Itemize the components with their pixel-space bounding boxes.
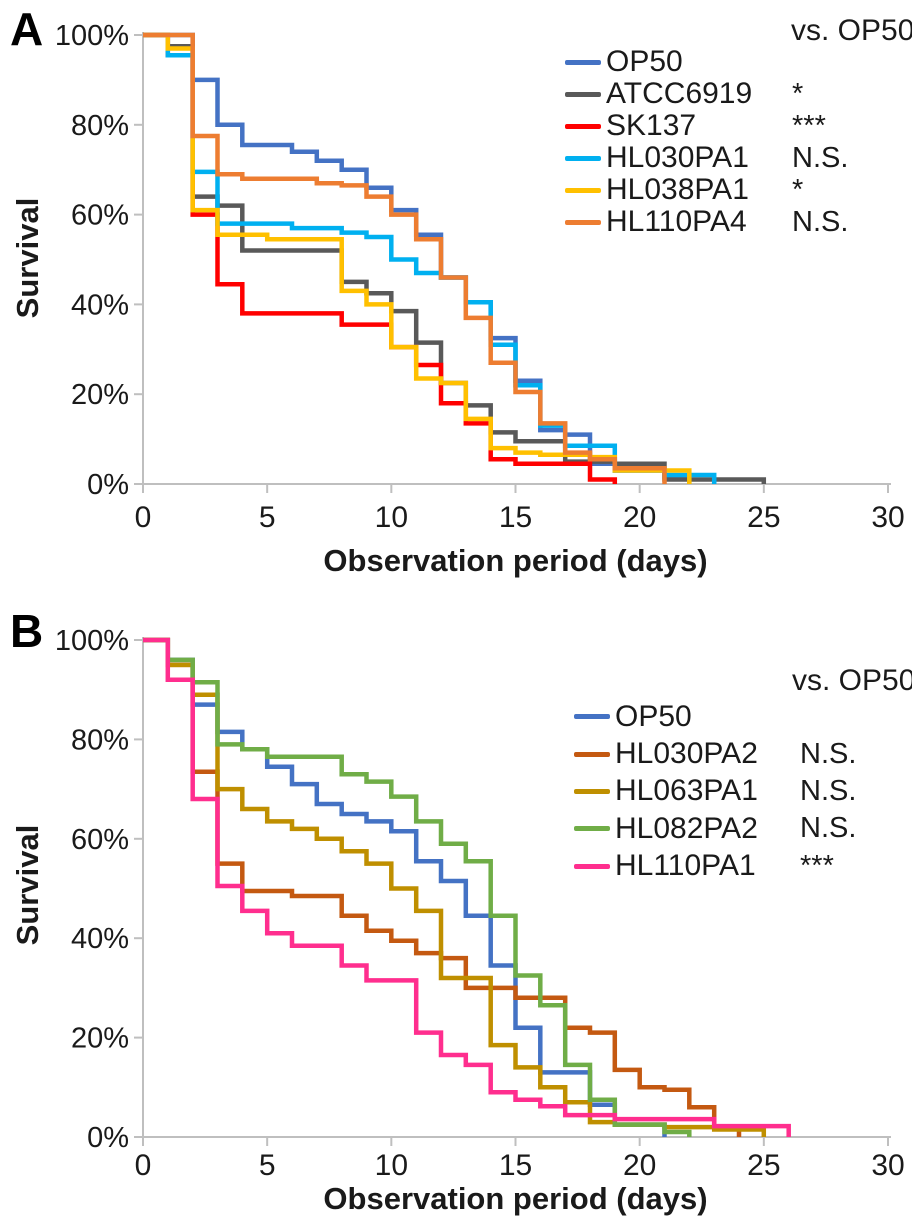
panel-b-x-tick-label: 15 bbox=[499, 1149, 532, 1182]
panel-b-series-line-OP50 bbox=[143, 637, 667, 1137]
panel-a-y-tick-label: 40% bbox=[71, 289, 129, 321]
panel-a-legend-item-HL038PA1: HL038PA1 * bbox=[565, 173, 803, 206]
panel-b-x-tick-label: 5 bbox=[259, 1149, 276, 1182]
panel-a-legend-label: HL030PA1 bbox=[606, 141, 749, 174]
panel-b-x-tick-label: 0 bbox=[135, 1149, 152, 1182]
panel-b-significance-label: N.S. bbox=[800, 812, 857, 845]
panel-a-legend-item-HL110PA4: HL110PA4 N.S. bbox=[565, 205, 848, 238]
panel-a-legend-swatch-HL038PA1 bbox=[565, 187, 601, 193]
panel-a-legend-swatch-SK137 bbox=[565, 123, 601, 129]
panel-a-x-tick-label: 20 bbox=[623, 501, 656, 534]
panel-b-y-tick-label: 20% bbox=[71, 1023, 129, 1055]
panel-b-legend-label: OP50 bbox=[615, 699, 692, 733]
panel-a-legend-item-OP50: OP50 bbox=[565, 45, 752, 78]
panel-a-significance-label: N.S. bbox=[792, 205, 849, 238]
panel-a-significance-label: * bbox=[792, 173, 804, 206]
panel-b-y-tick-label: 100% bbox=[55, 625, 129, 657]
panel-b-legend-swatch-HL063PA1 bbox=[574, 788, 610, 794]
panel-b-x-tick-label: 30 bbox=[871, 1149, 904, 1182]
panel-a-legend: OP50 ATCC6919 * SK137 *** HL030PA1 N.S. HL038PA… bbox=[565, 45, 848, 238]
panel-a-x-tick-label: 10 bbox=[375, 501, 408, 534]
panel-b-series-line-HL110PA1 bbox=[143, 637, 791, 1137]
panel-b-series-line-HL082PA2 bbox=[143, 637, 692, 1137]
panel-a-legend-label: OP50 bbox=[606, 45, 683, 78]
panel-a-legend-header: vs. OP50 bbox=[791, 14, 912, 47]
panel-a-legend-label: ATCC6919 bbox=[606, 77, 753, 110]
panel-a-y-tick-label: 100% bbox=[55, 20, 129, 52]
panel-b-legend-label: HL110PA1 bbox=[615, 849, 756, 883]
panel-a-y-tick-label: 80% bbox=[71, 110, 129, 142]
panel-b-x-tick-label: 10 bbox=[375, 1149, 408, 1182]
panel-b-legend-item-HL082PA2: HL082PA2 N.S. bbox=[574, 810, 856, 847]
panel-b-legend-swatch-HL030PA2 bbox=[574, 751, 610, 757]
panel-b-legend-item-OP50: OP50 bbox=[574, 698, 758, 735]
panel-a-x-tick-label: 15 bbox=[499, 501, 532, 534]
panel-a-significance-label: *** bbox=[792, 109, 826, 142]
panel-a-legend-item-HL030PA1: HL030PA1 N.S. bbox=[565, 141, 848, 174]
panel-b-legend-swatch-HL110PA1 bbox=[574, 863, 610, 869]
panel-a-legend-swatch-HL030PA1 bbox=[565, 155, 601, 161]
panel-a-legend-swatch-OP50 bbox=[565, 59, 601, 65]
panel-a-x-tick-label: 0 bbox=[135, 501, 152, 534]
panel-b-x-tick-label: 25 bbox=[747, 1149, 780, 1182]
panel-b-legend-item-HL110PA1: HL110PA1 *** bbox=[574, 848, 834, 885]
panel-b-legend-swatch-HL082PA2 bbox=[574, 826, 610, 832]
panel-a-series-line-HL110PA4 bbox=[143, 32, 667, 484]
panel-a-legend-swatch-HL110PA4 bbox=[565, 219, 601, 225]
panel-a-x-tick-label: 25 bbox=[747, 501, 780, 534]
panel-b-legend-swatch-OP50 bbox=[574, 714, 610, 720]
panel-a-legend-label: HL038PA1 bbox=[606, 173, 749, 206]
panel-a-legend-label: HL110PA4 bbox=[606, 205, 747, 238]
panel-b-y-tick-label: 80% bbox=[71, 724, 129, 756]
panel-a-letter: A bbox=[10, 3, 44, 55]
panel-a-legend-item-ATCC6919: ATCC6919 * bbox=[565, 77, 803, 110]
panel-a-y-tick-label: 60% bbox=[71, 200, 129, 232]
panel-b-legend-header: vs. OP50 bbox=[792, 664, 912, 697]
panel-b-y-tick-label: 60% bbox=[71, 824, 129, 856]
panel-a-x-tick-label: 30 bbox=[871, 501, 904, 534]
panel-b-x-tick-label: 20 bbox=[623, 1149, 656, 1182]
panel-a-series-line-SK137 bbox=[143, 32, 618, 484]
panel-b-y-tick-label: 40% bbox=[71, 923, 129, 955]
panel-a-legend-label: SK137 bbox=[606, 109, 697, 142]
panel-b-legend-label: HL063PA1 bbox=[615, 774, 758, 808]
panel-b-significance-label: N.S. bbox=[800, 737, 857, 770]
panel-a-legend-swatch-ATCC6919 bbox=[565, 91, 601, 97]
panel-a-x-tick-label: 5 bbox=[259, 501, 276, 534]
panel-b-legend: OP50 HL030PA2 N.S. HL063PA1 N.S. HL082PA2 N.S.… bbox=[574, 698, 856, 885]
panel-a-significance-label: N.S. bbox=[792, 141, 849, 174]
panel-b-x-axis-title: Observation period (days) bbox=[323, 1181, 708, 1216]
panel-a-x-axis-title: Observation period (days) bbox=[323, 543, 708, 578]
panel-a-significance-label: * bbox=[792, 77, 804, 110]
panel-b-legend-label: HL030PA2 bbox=[615, 737, 758, 771]
panel-a-y-tick-label: 0% bbox=[87, 469, 129, 501]
panel-b-significance-label: *** bbox=[800, 849, 834, 882]
panel-a-y-axis-title: Survival bbox=[10, 197, 45, 319]
panel-b-legend-label: HL082PA2 bbox=[615, 811, 758, 845]
panel-a-legend-item-SK137: SK137 *** bbox=[565, 109, 826, 142]
panel-b-y-tick-label: 0% bbox=[87, 1122, 129, 1154]
panel-b-y-axis-title: Survival bbox=[10, 824, 45, 946]
panel-b-legend-item-HL063PA1: HL063PA1 N.S. bbox=[574, 773, 856, 810]
panel-b-letter: B bbox=[10, 605, 44, 657]
panel-b-significance-label: N.S. bbox=[800, 774, 857, 807]
panel-b-legend-item-HL030PA2: HL030PA2 N.S. bbox=[574, 735, 856, 772]
panel-a-y-tick-label: 20% bbox=[71, 379, 129, 411]
